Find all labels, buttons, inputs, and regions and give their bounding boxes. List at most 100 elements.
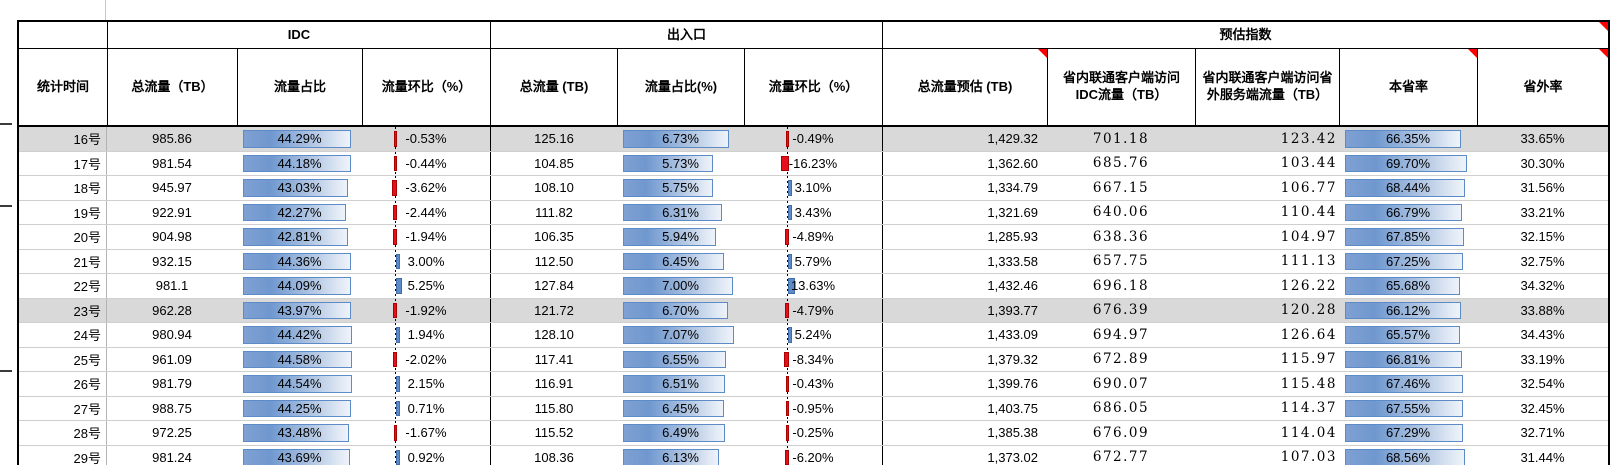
cell-day[interactable]: 18号 — [19, 176, 107, 200]
cell-idc-mom[interactable]: 3.00% — [362, 249, 490, 273]
cell-idc-total[interactable]: 972.25 — [152, 425, 192, 441]
cell-ext-rate[interactable]: 32.45% — [1520, 400, 1565, 416]
cell-day[interactable]: 22号 — [19, 274, 107, 298]
outline-tick[interactable] — [0, 205, 12, 207]
cell-ext-rate[interactable]: 30.30% — [1520, 155, 1565, 171]
cell-ee-mom[interactable]: -0.95% — [744, 396, 882, 420]
cell-idc-share[interactable]: 44.54% — [237, 372, 362, 396]
cell-ee-share[interactable]: 5.94% — [617, 225, 744, 249]
cell-ee-mom[interactable]: -0.25% — [744, 421, 882, 445]
table-row[interactable]: 19号 922.91 42.27% -2.44% 111.82 6.31% 3.… — [19, 200, 1608, 225]
cell-est-ext[interactable]: 123.42 — [1280, 130, 1337, 147]
cell-idc-share[interactable]: 43.03% — [237, 176, 362, 200]
cell-ext-rate[interactable]: 33.19% — [1520, 351, 1565, 367]
table-row[interactable]: 17号 981.54 44.18% -0.44% 104.85 5.73% -1… — [19, 151, 1608, 176]
outline-tick[interactable] — [0, 370, 12, 372]
cell-idc-share[interactable]: 44.29% — [237, 127, 362, 151]
cell-ee-total[interactable]: 117.41 — [490, 347, 617, 371]
cell-idc-share[interactable]: 42.81% — [237, 225, 362, 249]
cell-day[interactable]: 24号 — [19, 323, 107, 347]
cell-idc-total[interactable]: 985.86 — [152, 131, 192, 147]
cell-ee-total[interactable]: 104.85 — [490, 151, 617, 175]
table-row[interactable]: 23号 962.28 43.97% -1.92% 121.72 6.70% -4… — [19, 298, 1608, 323]
cell-ee-share[interactable]: 6.51% — [617, 372, 744, 396]
cell-est-ext[interactable]: 120.28 — [1280, 302, 1337, 319]
cell-est-idc[interactable]: 638.36 — [1092, 228, 1150, 245]
cell-est-ext[interactable]: 111.13 — [1280, 253, 1337, 270]
cell-ee-mom[interactable]: 3.10% — [744, 176, 882, 200]
cell-idc-mom[interactable]: -1.67% — [362, 421, 490, 445]
cell-est-idc[interactable]: 685.76 — [1092, 155, 1150, 172]
cell-est-idc[interactable]: 696.18 — [1092, 277, 1150, 294]
table-row[interactable]: 21号 932.15 44.36% 3.00% 112.50 6.45% 5.7… — [19, 249, 1608, 274]
header-local-rate[interactable]: 本省率 — [1339, 49, 1477, 125]
cell-ee-total[interactable]: 108.10 — [490, 176, 617, 200]
table-row[interactable]: 16号 985.86 44.29% -0.53% 125.16 6.73% -0… — [19, 127, 1608, 152]
cell-idc-mom[interactable]: -3.62% — [362, 176, 490, 200]
cell-est-idc[interactable]: 672.89 — [1092, 351, 1150, 368]
cell-ee-share[interactable]: 6.45% — [617, 250, 744, 274]
cell-est-ext[interactable]: 103.44 — [1280, 155, 1337, 172]
cell-local-rate[interactable]: 68.44% — [1339, 176, 1477, 200]
cell-ext-rate[interactable]: 32.71% — [1520, 425, 1565, 441]
group-header-stat-time[interactable] — [19, 22, 107, 48]
cell-ee-share[interactable]: 6.13% — [617, 446, 744, 465]
cell-local-rate[interactable]: 66.35% — [1339, 127, 1477, 151]
cell-ext-rate[interactable]: 31.44% — [1520, 449, 1565, 465]
cell-ee-total[interactable]: 111.82 — [490, 200, 617, 224]
cell-local-rate[interactable]: 69.70% — [1339, 152, 1477, 176]
cell-day[interactable]: 23号 — [19, 298, 107, 322]
cell-est-total[interactable]: 1,429.32 — [882, 127, 1047, 151]
cell-ee-share[interactable]: 6.73% — [617, 127, 744, 151]
cell-ee-mom[interactable]: -8.34% — [744, 347, 882, 371]
cell-est-total[interactable]: 1,333.58 — [882, 249, 1047, 273]
cell-est-idc[interactable]: 701.18 — [1092, 130, 1150, 147]
cell-local-rate[interactable]: 66.79% — [1339, 201, 1477, 225]
cell-idc-total[interactable]: 981.24 — [152, 449, 192, 465]
cell-ee-mom[interactable]: -4.79% — [744, 298, 882, 322]
cell-day[interactable]: 25号 — [19, 347, 107, 371]
header-ee-share[interactable]: 流量占比(%) — [617, 49, 744, 125]
cell-est-total[interactable]: 1,334.79 — [882, 176, 1047, 200]
cell-day[interactable]: 28号 — [19, 421, 107, 445]
group-header-idc[interactable]: IDC — [107, 22, 490, 48]
outline-tick[interactable] — [0, 123, 12, 125]
cell-est-idc[interactable]: 676.39 — [1092, 302, 1150, 319]
cell-est-idc[interactable]: 640.06 — [1092, 204, 1150, 221]
cell-est-idc[interactable]: 676.09 — [1092, 424, 1150, 441]
cell-ee-total[interactable]: 106.35 — [490, 225, 617, 249]
cell-est-total[interactable]: 1,285.93 — [882, 225, 1047, 249]
cell-ee-total[interactable]: 121.72 — [490, 298, 617, 322]
cell-est-total[interactable]: 1,321.69 — [882, 200, 1047, 224]
cell-est-ext[interactable]: 114.04 — [1280, 424, 1337, 441]
cell-idc-total[interactable]: 980.94 — [152, 327, 192, 343]
cell-est-ext[interactable]: 115.48 — [1280, 375, 1337, 392]
cell-idc-mom[interactable]: -0.53% — [362, 127, 490, 151]
cell-ee-total[interactable]: 127.84 — [490, 274, 617, 298]
cell-ext-rate[interactable]: 33.21% — [1520, 204, 1565, 220]
cell-local-rate[interactable]: 66.12% — [1339, 299, 1477, 323]
cell-idc-mom[interactable]: -2.02% — [362, 347, 490, 371]
cell-idc-total[interactable]: 981.79 — [152, 376, 192, 392]
cell-ee-mom[interactable]: -16.23% — [744, 151, 882, 175]
cell-est-ext[interactable]: 115.97 — [1280, 351, 1337, 368]
cell-idc-total[interactable]: 961.09 — [152, 351, 192, 367]
cell-est-idc[interactable]: 694.97 — [1092, 326, 1150, 343]
cell-ext-rate[interactable]: 33.88% — [1520, 302, 1565, 318]
cell-est-ext[interactable]: 126.64 — [1280, 326, 1337, 343]
cell-ee-total[interactable]: 125.16 — [490, 127, 617, 151]
cell-local-rate[interactable]: 65.68% — [1339, 274, 1477, 298]
header-ext-rate[interactable]: 省外率 — [1477, 49, 1608, 125]
cell-ee-share[interactable]: 7.07% — [617, 323, 744, 347]
cell-idc-share[interactable]: 43.69% — [237, 446, 362, 465]
cell-idc-total[interactable]: 981.54 — [152, 155, 192, 171]
cell-est-total[interactable]: 1,399.76 — [882, 372, 1047, 396]
cell-est-total[interactable]: 1,433.09 — [882, 323, 1047, 347]
cell-local-rate[interactable]: 67.29% — [1339, 421, 1477, 445]
table-row[interactable]: 20号 904.98 42.81% -1.94% 106.35 5.94% -4… — [19, 225, 1608, 250]
table-row[interactable]: 29号 981.24 43.69% 0.92% 108.36 6.13% -6.… — [19, 445, 1608, 465]
cell-idc-share[interactable]: 42.27% — [237, 201, 362, 225]
cell-est-ext[interactable]: 110.44 — [1280, 204, 1337, 221]
table-row[interactable]: 26号 981.79 44.54% 2.15% 116.91 6.51% -0.… — [19, 372, 1608, 397]
cell-ee-share[interactable]: 6.45% — [617, 397, 744, 421]
